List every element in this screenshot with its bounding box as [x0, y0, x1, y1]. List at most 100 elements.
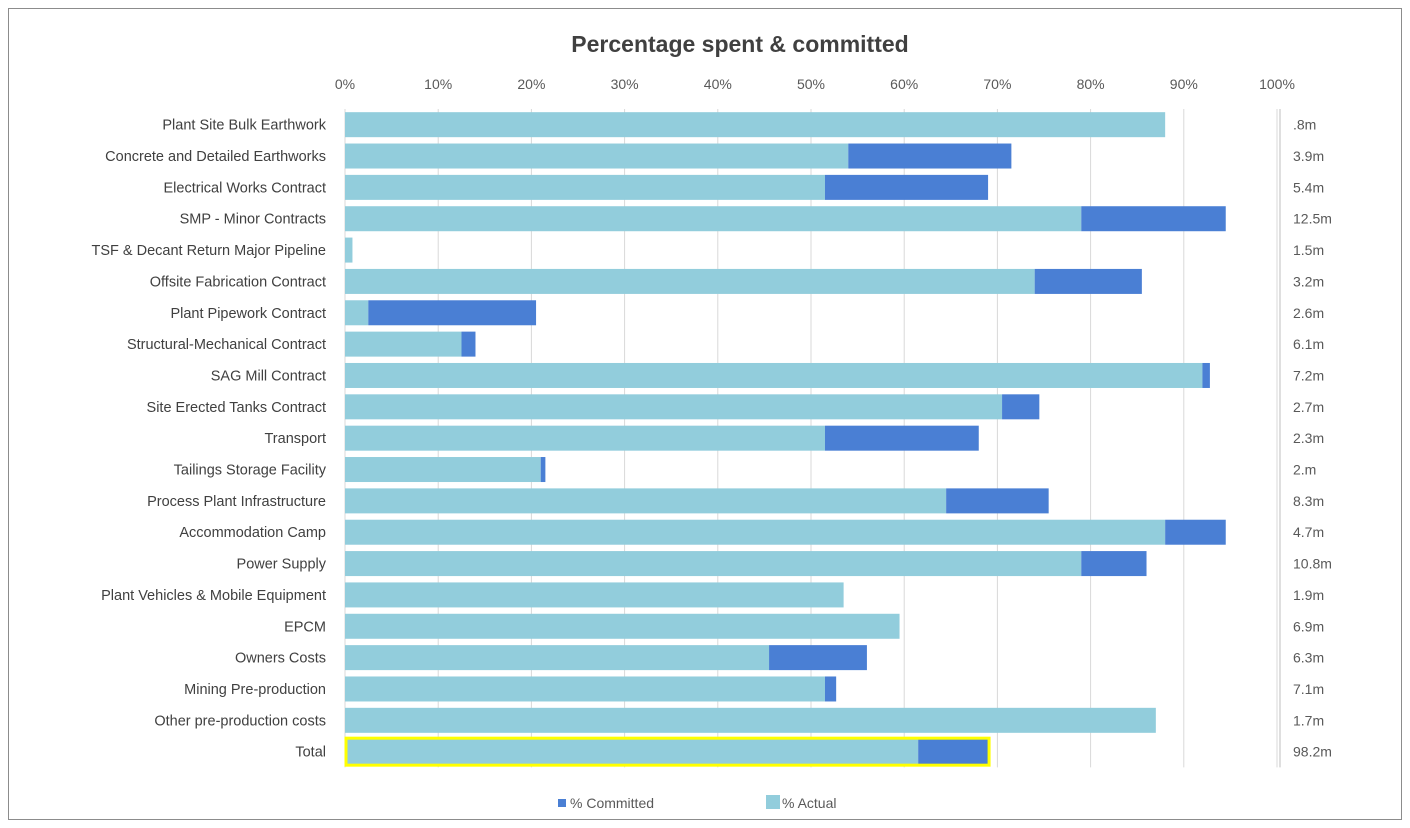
amount-label: 6.3m: [1293, 650, 1324, 666]
category-label: Structural-Mechanical Contract: [127, 337, 326, 353]
legend-swatch-committed: [558, 799, 566, 807]
x-tick-label: 20%: [517, 76, 545, 92]
amount-label: 1.5m: [1293, 242, 1324, 258]
amount-label: 5.4m: [1293, 179, 1324, 195]
bar-actual: [345, 582, 844, 608]
x-axis-ticks: 0% 10% 20% 30% 40% 50% 60% 70% 80% 90% 100%: [335, 76, 1295, 92]
bar-actual: [345, 425, 825, 451]
bar-committed: [368, 300, 537, 326]
x-tick-label: 100%: [1259, 76, 1295, 92]
bar-committed: [848, 143, 1012, 169]
bar-actual: [345, 112, 1166, 138]
category-label: Tailings Storage Facility: [174, 463, 327, 479]
x-tick-label: 60%: [890, 76, 918, 92]
amount-label: 1.9m: [1293, 587, 1324, 603]
bar-committed: [1081, 206, 1226, 232]
bar-committed: [946, 488, 1049, 514]
x-tick-label: 30%: [611, 76, 639, 92]
x-tick-label: 50%: [797, 76, 825, 92]
bar-actual: [345, 551, 1082, 577]
x-tick-label: 40%: [704, 76, 732, 92]
bar-actual: [345, 206, 1082, 232]
amount-label: 2.m: [1293, 462, 1316, 478]
amount-label: 6.1m: [1293, 336, 1324, 352]
category-label: Mining Pre-production: [184, 682, 326, 698]
bar-actual: [345, 488, 947, 514]
legend-label-committed: % Committed: [570, 795, 654, 811]
bar-actual: [345, 394, 1003, 420]
amount-label: .8m: [1293, 117, 1316, 133]
bar-committed: [1034, 268, 1142, 294]
category-label: Offsite Fabrication Contract: [150, 274, 326, 290]
x-tick-label: 90%: [1170, 76, 1198, 92]
bar-committed: [769, 645, 867, 671]
amount-label: 2.6m: [1293, 305, 1324, 321]
category-label: Plant Site Bulk Earthwork: [162, 118, 326, 134]
amount-label: 2.7m: [1293, 399, 1324, 415]
category-label: Electrical Works Contract: [164, 180, 327, 196]
bar-actual: [345, 739, 919, 765]
bar-committed: [824, 676, 837, 702]
bar-actual: [345, 362, 1203, 388]
bars: [344, 112, 1226, 767]
amount-label: 2.3m: [1293, 430, 1324, 446]
amount-label: 6.9m: [1293, 618, 1324, 634]
amount-label: 7.2m: [1293, 367, 1324, 383]
bar-committed: [1165, 519, 1226, 545]
bar-committed: [1002, 394, 1040, 420]
category-label: Accommodation Camp: [179, 525, 326, 541]
bar-actual: [345, 519, 1166, 545]
category-label: Concrete and Detailed Earthworks: [105, 149, 326, 165]
category-label: TSF & Decant Return Major Pipeline: [91, 243, 326, 259]
bar-actual: [345, 645, 770, 671]
bar-actual: [345, 457, 541, 483]
bar-actual: [345, 174, 825, 200]
bar-committed: [1081, 551, 1147, 577]
x-tick-label: 0%: [335, 76, 355, 92]
bar-actual: [345, 331, 462, 357]
bar-actual: [345, 613, 900, 639]
bar-actual: [345, 268, 1035, 294]
category-label: SAG Mill Contract: [211, 368, 326, 384]
amount-label: 98.2m: [1293, 744, 1332, 760]
legend: % Committed % Actual: [558, 795, 836, 811]
category-label: Transport: [264, 431, 326, 447]
bar-actual: [345, 300, 369, 326]
bar-actual: [345, 143, 849, 169]
category-label: Power Supply: [237, 557, 327, 573]
amount-label: 10.8m: [1293, 556, 1332, 572]
category-label: Total: [295, 745, 326, 761]
amount-label: 12.5m: [1293, 211, 1332, 227]
amount-label: 4.7m: [1293, 524, 1324, 540]
chart-title: Percentage spent & committed: [571, 31, 908, 57]
category-label: Process Plant Infrastructure: [147, 494, 326, 510]
category-label: EPCM: [284, 619, 326, 635]
bar-highlight-outline: [344, 736, 991, 767]
category-label: Other pre-production costs: [154, 713, 326, 729]
bar-committed: [824, 174, 989, 200]
amount-labels: .8m 3.9m 5.4m 12.5m 1.5m 3.2m 2.6m 6.1m 7.2m 2.7m…: [1279, 109, 1332, 768]
bar-committed: [824, 425, 979, 451]
legend-label-actual: % Actual: [782, 795, 836, 811]
bar-committed: [461, 331, 476, 357]
x-tick-label: 80%: [1077, 76, 1105, 92]
x-tick-label: 10%: [424, 76, 452, 92]
legend-swatch-actual: [766, 795, 780, 809]
category-label: Site Erected Tanks Contract: [147, 400, 326, 416]
category-label: Owners Costs: [235, 651, 326, 667]
amount-label: 3.9m: [1293, 148, 1324, 164]
amount-label: 8.3m: [1293, 493, 1324, 509]
category-labels: Plant Site Bulk Earthwork Concrete and De…: [91, 118, 326, 761]
bar-committed: [540, 457, 546, 483]
bar-committed: [1202, 362, 1210, 388]
amount-label: 3.2m: [1293, 273, 1324, 289]
category-label: SMP - Minor Contracts: [180, 212, 326, 228]
x-tick-label: 70%: [983, 76, 1011, 92]
bar-actual: [345, 237, 353, 263]
bar-committed: [918, 739, 989, 765]
category-label: Plant Pipework Contract: [170, 306, 326, 322]
bar-actual: [345, 676, 825, 702]
amount-label: 7.1m: [1293, 681, 1324, 697]
category-label: Plant Vehicles & Mobile Equipment: [101, 588, 326, 604]
